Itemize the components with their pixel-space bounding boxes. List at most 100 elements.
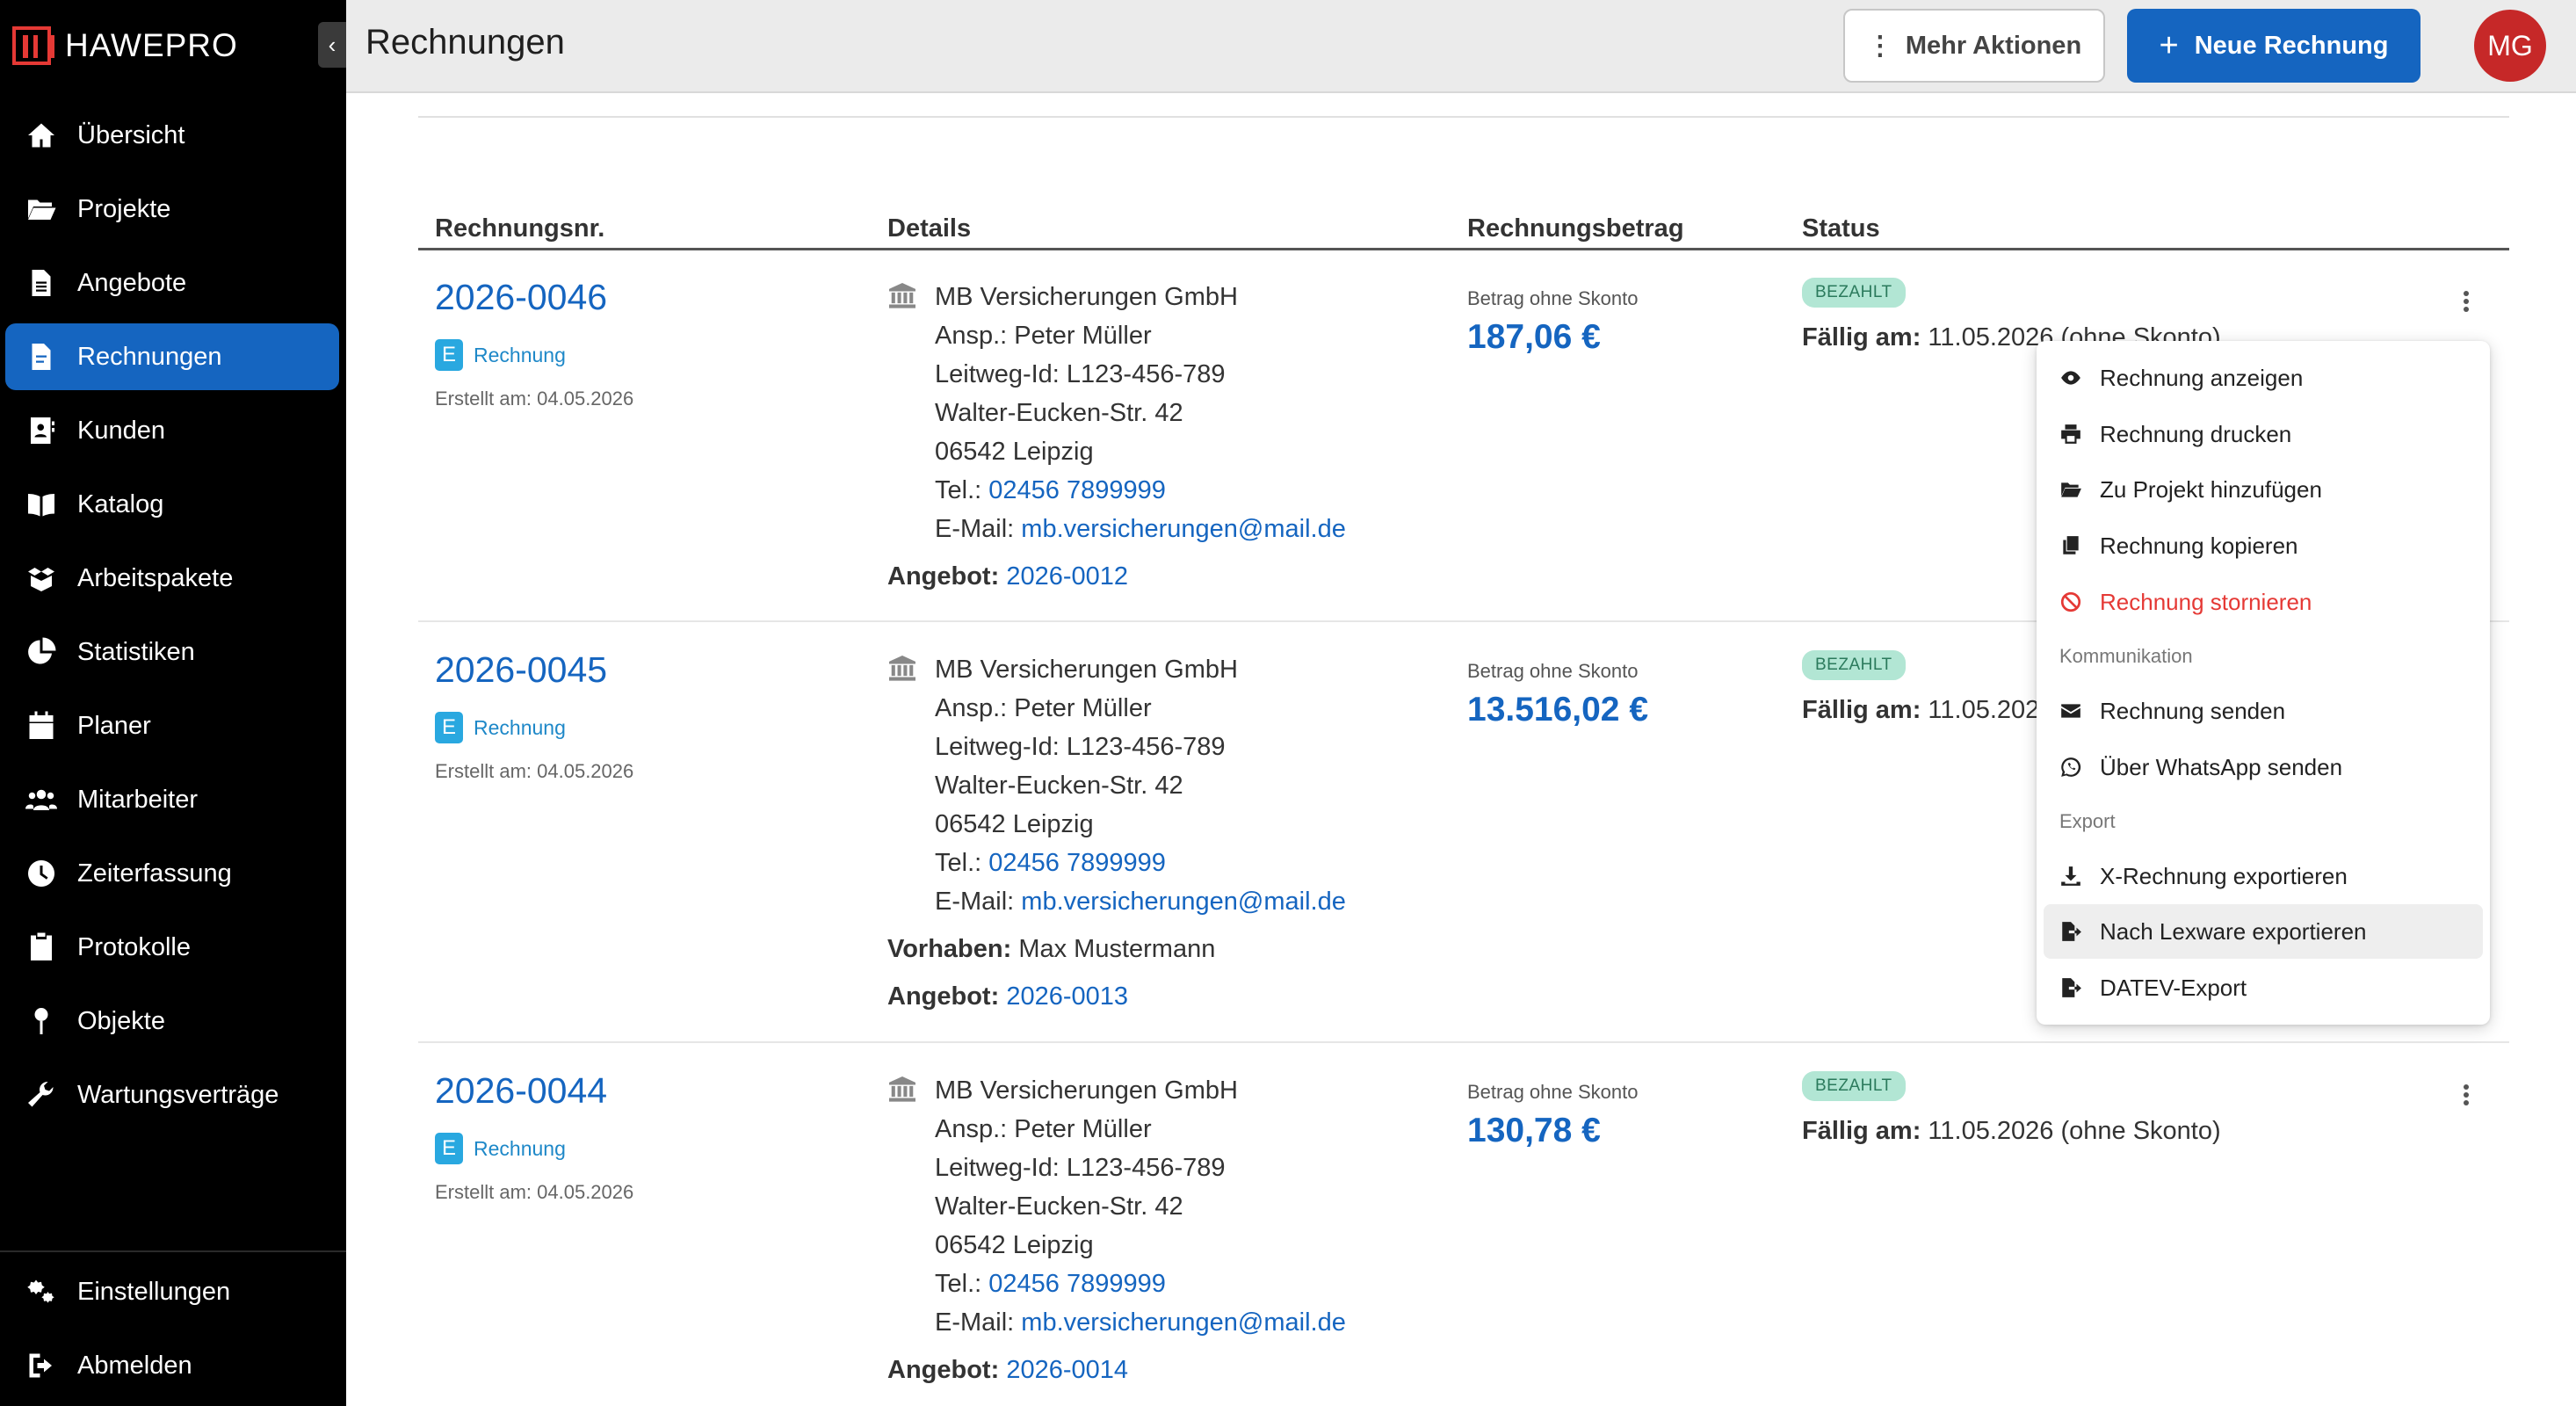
column-header-details[interactable]: Details xyxy=(887,214,972,243)
phone-link[interactable]: 02456 7899999 xyxy=(988,1270,1166,1298)
sidebar-item-label: Übersicht xyxy=(77,120,185,149)
menu-item-add-to-project[interactable]: Zu Projekt hinzufügen xyxy=(2044,462,2483,517)
sidebar-item-label: Planer xyxy=(77,711,151,740)
offer-link[interactable]: 2026-0012 xyxy=(1006,562,1128,591)
avatar[interactable]: MG xyxy=(2474,10,2546,82)
page-title: Rechnungen xyxy=(365,23,565,62)
ban-icon xyxy=(2060,591,2081,612)
sidebar-item-label: Abmelden xyxy=(77,1351,192,1380)
users-icon xyxy=(25,783,58,816)
sidebar-item-angebote[interactable]: Angebote xyxy=(5,250,339,316)
company-name: MB Versicherungen GmbH xyxy=(935,656,1238,684)
eye-icon xyxy=(2061,371,2080,385)
leitweg-id: Leitweg-Id: L123-456-789 xyxy=(935,360,1226,388)
offer-label: Angebot: xyxy=(887,562,1000,591)
menu-item-cancel-invoice[interactable]: Rechnung stornieren xyxy=(2044,575,2483,629)
menu-item-print-invoice[interactable]: Rechnung drucken xyxy=(2044,407,2483,461)
gears-icon xyxy=(25,1275,58,1308)
menu-item-label: Rechnung drucken xyxy=(2100,420,2292,447)
document-icon xyxy=(25,266,58,300)
due-date: Fällig am: 11.05.2026 xyxy=(1802,696,2053,725)
sidebar-item-label: Projekte xyxy=(77,194,171,223)
sidebar-item-einstellungen[interactable]: Einstellungen xyxy=(5,1258,339,1325)
invoice-type-label: Rechnung xyxy=(474,1136,566,1160)
invoice-number-link[interactable]: 2026-0046 xyxy=(435,277,608,317)
amount-label: Betrag ohne Skonto xyxy=(1467,287,1639,309)
amount-value: 130,78 € xyxy=(1467,1112,1601,1149)
sidebar-item-rechnungen[interactable]: Rechnungen xyxy=(5,323,339,390)
sidebar-item-label: Rechnungen xyxy=(77,342,222,371)
sidebar-item-abmelden[interactable]: Abmelden xyxy=(5,1332,339,1399)
due-date: Fällig am: 11.05.2026 (ohne Skonto) xyxy=(1802,1117,2221,1146)
email: E-Mail: mb.versicherungen@mail.de xyxy=(935,515,1346,544)
e-invoice-icon: E xyxy=(435,1133,463,1164)
offer-link[interactable]: 2026-0013 xyxy=(1006,982,1128,1011)
phone: Tel.: 02456 7899999 xyxy=(935,476,1166,505)
email-label: E-Mail: xyxy=(935,515,1022,543)
menu-item-copy-invoice[interactable]: Rechnung kopieren xyxy=(2044,518,2483,573)
file-export-icon xyxy=(2062,922,2081,941)
menu-item-export-xrechnung[interactable]: X-Rechnung exportieren xyxy=(2044,849,2483,903)
menu-item-send-invoice[interactable]: Rechnung senden xyxy=(2044,684,2483,738)
created-date: Erstellt am: 04.05.2026 xyxy=(435,1181,634,1203)
row-menu-button[interactable] xyxy=(2457,1081,2475,1109)
download-icon xyxy=(2061,866,2080,886)
phone-label: Tel.: xyxy=(935,849,989,877)
sidebar-item-katalog[interactable]: Katalog xyxy=(5,471,339,538)
home-icon xyxy=(25,119,58,152)
row-menu-button[interactable] xyxy=(2457,287,2475,315)
column-header-number[interactable]: Rechnungsnr. xyxy=(435,214,605,243)
sidebar-item-mitarbeiter[interactable]: Mitarbeiter xyxy=(5,766,339,833)
email-link[interactable]: mb.versicherungen@mail.de xyxy=(1021,1308,1346,1337)
sidebar-item-kunden[interactable]: Kunden xyxy=(5,397,339,464)
email-link[interactable]: mb.versicherungen@mail.de xyxy=(1021,888,1346,916)
sidebar-item-projekte[interactable]: Projekte xyxy=(5,176,339,243)
menu-item-show-invoice[interactable]: Rechnung anzeigen xyxy=(2044,351,2483,405)
brand-name: HAWEPRO xyxy=(65,27,238,63)
sidebar-item-statistiken[interactable]: Statistiken xyxy=(5,619,339,685)
phone: Tel.: 02456 7899999 xyxy=(935,849,1166,878)
menu-item-send-whatsapp[interactable]: Über WhatsApp senden xyxy=(2044,740,2483,794)
menu-item-label: Rechnung stornieren xyxy=(2100,588,2312,615)
sidebar-item-objekte[interactable]: Objekte xyxy=(5,988,339,1054)
sidebar-item-uebersicht[interactable]: Übersicht xyxy=(5,102,339,169)
leitweg-id: Leitweg-Id: L123-456-789 xyxy=(935,733,1226,761)
menu-item-label: Über WhatsApp senden xyxy=(2100,753,2343,780)
menu-section-export: Export xyxy=(2059,810,2116,832)
phone-link[interactable]: 02456 7899999 xyxy=(988,849,1166,877)
column-header-status[interactable]: Status xyxy=(1802,214,1880,243)
new-invoice-button[interactable]: + Neue Rechnung xyxy=(2127,9,2420,83)
city: 06542 Leipzig xyxy=(935,810,1094,838)
more-actions-button[interactable]: ⋮ Mehr Aktionen xyxy=(1843,9,2105,83)
invoice-number-link[interactable]: 2026-0045 xyxy=(435,649,608,690)
sidebar-item-label: Angebote xyxy=(77,268,187,297)
sidebar-item-zeiterfassung[interactable]: Zeiterfassung xyxy=(5,840,339,907)
sidebar-item-label: Katalog xyxy=(77,489,164,518)
menu-item-datev-export[interactable]: DATEV-Export xyxy=(2044,960,2483,1015)
chevron-left-icon: ‹ xyxy=(328,31,336,58)
phone-link[interactable]: 02456 7899999 xyxy=(988,476,1166,504)
street: Walter-Eucken-Str. 42 xyxy=(935,399,1183,427)
pie-chart-icon xyxy=(25,635,58,669)
contact-person: Ansp.: Peter Müller xyxy=(935,694,1152,722)
copy-icon xyxy=(2063,536,2079,554)
column-header-amount[interactable]: Rechnungsbetrag xyxy=(1467,214,1684,243)
contact-book-icon xyxy=(25,414,58,447)
invoice-number-link[interactable]: 2026-0044 xyxy=(435,1070,608,1111)
brand[interactable]: HAWEPRO xyxy=(12,25,238,67)
sidebar-item-arbeitspakete[interactable]: Arbeitspakete xyxy=(5,545,339,612)
offer-link[interactable]: 2026-0014 xyxy=(1006,1356,1128,1384)
menu-item-export-lexware[interactable]: Nach Lexware exportieren xyxy=(2044,904,2483,959)
email-link[interactable]: mb.versicherungen@mail.de xyxy=(1021,515,1346,543)
sidebar-item-planer[interactable]: Planer xyxy=(5,692,339,759)
company-name: MB Versicherungen GmbH xyxy=(935,283,1238,311)
invoice-type: E Rechnung xyxy=(435,712,566,743)
invoice-type-label: Rechnung xyxy=(474,343,566,366)
offer: Angebot: 2026-0014 xyxy=(887,1356,1128,1385)
collapse-sidebar-button[interactable]: ‹ xyxy=(318,22,346,68)
folder-open-icon xyxy=(2061,482,2081,497)
sidebar-item-protokolle[interactable]: Protokolle xyxy=(5,914,339,981)
sidebar-item-wartungsvertraege[interactable]: Wartungsverträge xyxy=(5,1062,339,1128)
top-header: Rechnungen ⋮ Mehr Aktionen + Neue Rechnu… xyxy=(346,0,2576,93)
sidebar-divider xyxy=(0,1250,346,1252)
